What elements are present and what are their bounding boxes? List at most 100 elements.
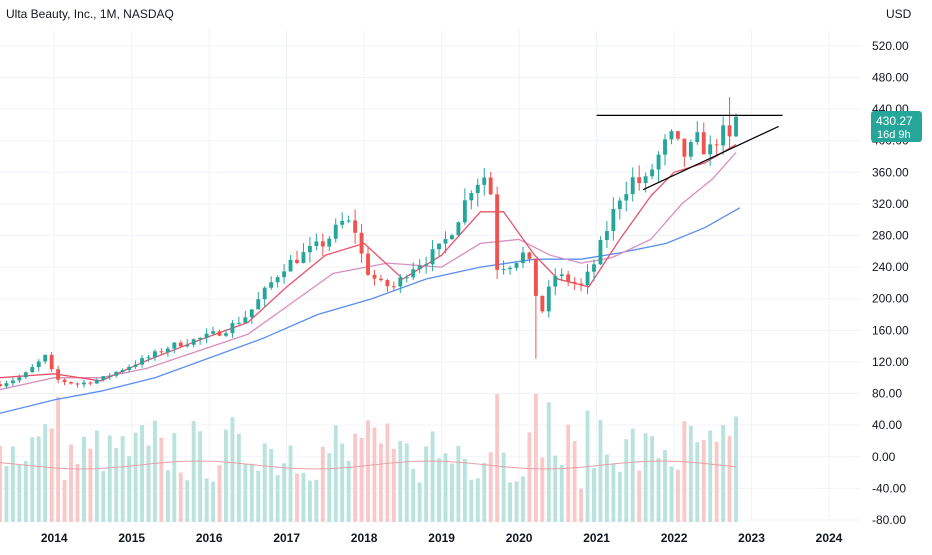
volume-bar — [101, 471, 106, 522]
candle-body — [495, 194, 500, 270]
volume-bar — [94, 430, 99, 522]
volume-bar — [191, 421, 196, 522]
volume-bar — [340, 443, 345, 522]
volume-layer — [0, 394, 738, 522]
volume-bar — [566, 424, 571, 522]
candle-body — [411, 269, 416, 278]
y-tick-label: -80.00 — [872, 513, 906, 527]
candle-body — [23, 372, 28, 378]
volume-bar — [185, 480, 190, 522]
candle-body — [359, 232, 364, 254]
volume-bar — [533, 394, 538, 522]
y-tick-label: 280.00 — [872, 228, 909, 242]
candle-body — [243, 317, 248, 323]
volume-bar — [295, 473, 299, 522]
candle-body — [572, 281, 577, 284]
y-tick-label: 520.00 — [872, 39, 909, 53]
volume-bar — [624, 439, 629, 522]
volume-bar — [669, 466, 674, 522]
x-tick-label: 2014 — [41, 531, 68, 545]
volume-bar — [682, 421, 687, 522]
candle-body — [307, 246, 312, 253]
candle-body — [398, 277, 403, 287]
volume-bar — [314, 479, 319, 522]
volume-bar — [172, 433, 177, 522]
volume-bar — [663, 450, 667, 522]
candle-body — [275, 277, 280, 283]
candle-body — [114, 371, 119, 376]
volume-bar — [695, 442, 700, 522]
x-tick-label: 2023 — [738, 531, 765, 545]
volume-bar — [391, 448, 396, 522]
volume-bar — [488, 452, 493, 522]
candle-body — [450, 235, 454, 240]
candle-body — [527, 252, 532, 259]
volume-bar — [49, 428, 54, 522]
volume-bar — [198, 431, 203, 522]
volume-bar — [553, 455, 558, 522]
candle-body — [140, 358, 144, 365]
candle-body — [688, 142, 693, 157]
x-tick-label: 2017 — [273, 531, 300, 545]
y-tick-label: 360.00 — [872, 165, 909, 179]
candle-body — [643, 176, 648, 184]
volume-bar — [417, 482, 422, 522]
volume-bar — [333, 425, 338, 522]
volume-bar — [69, 444, 73, 522]
volume-bar — [592, 468, 596, 522]
volume-bar — [165, 470, 170, 522]
volume-bar — [43, 424, 48, 522]
volume-bar — [224, 429, 228, 522]
volume-bar — [385, 423, 390, 522]
volume-bar — [714, 441, 719, 522]
volume-bar — [301, 472, 306, 522]
candle-body — [714, 144, 719, 146]
candle-body — [256, 299, 261, 310]
volume-bar — [475, 478, 480, 522]
axis-layer: 520.00480.00440.00400.00360.00320.00280.… — [41, 39, 909, 545]
volume-bar — [140, 424, 144, 522]
y-tick-label: -40.00 — [872, 481, 906, 495]
volume-bar — [282, 463, 287, 522]
candle-body — [637, 177, 642, 184]
candle-body — [604, 231, 609, 241]
volume-bar — [159, 437, 164, 522]
candle-body — [462, 200, 467, 223]
candle-body — [656, 154, 661, 170]
candle-body — [320, 241, 325, 247]
volume-bar — [256, 470, 261, 522]
candle-body — [430, 249, 435, 265]
candle-body — [585, 271, 590, 286]
candle-body — [514, 263, 519, 268]
volume-bar — [727, 436, 732, 522]
x-tick-label: 2024 — [816, 531, 843, 545]
candle-body — [230, 323, 235, 334]
trendline-layer — [596, 114, 783, 191]
volume-bar — [572, 441, 577, 522]
candle-layer — [0, 97, 738, 389]
volume-bar — [114, 448, 119, 522]
volume-bar — [430, 431, 435, 522]
candle-body — [617, 200, 622, 209]
ma-fast-line — [0, 144, 737, 382]
volume-bar — [359, 437, 364, 522]
y-tick-label: 160.00 — [872, 323, 909, 337]
candle-body — [269, 282, 274, 288]
x-tick-label: 2022 — [661, 531, 688, 545]
candle-body — [198, 337, 203, 340]
candle-body — [546, 286, 551, 312]
volume-bar — [88, 448, 93, 522]
candle-body — [663, 139, 667, 155]
volume-bar — [36, 436, 41, 522]
candle-body — [624, 194, 629, 201]
volume-bar — [30, 437, 35, 522]
candle-body — [249, 309, 254, 318]
ma-slow-line — [0, 207, 741, 414]
candle-body — [224, 333, 228, 336]
candle-body — [521, 252, 525, 264]
volume-bar — [75, 463, 80, 522]
candle-body — [56, 369, 61, 380]
volume-bar — [23, 460, 28, 522]
